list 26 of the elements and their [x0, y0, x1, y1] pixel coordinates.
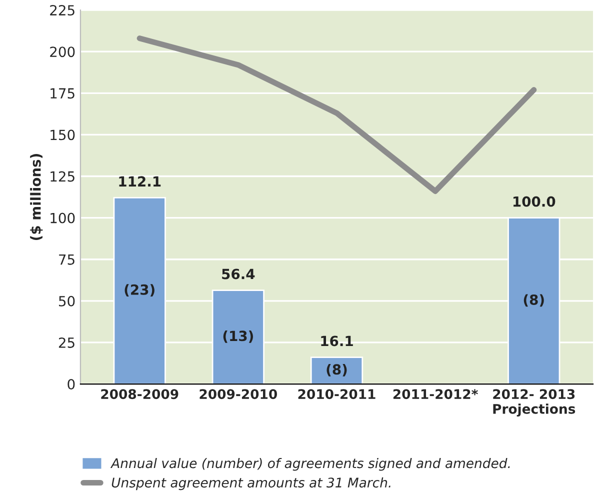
- y-tick-label: 175: [50, 88, 74, 99]
- x-tick-label: 2008-2009: [101, 389, 178, 400]
- x-tick-label: 2009-2010: [200, 389, 277, 400]
- annotation: (23): [124, 284, 154, 297]
- annotation: (8): [524, 294, 544, 307]
- legend-label: Annual value (number) of agreements signed and amended.: [110, 458, 510, 471]
- annotation: (13): [223, 330, 253, 343]
- x-tick-label: 2012- 2013 Projections: [493, 389, 576, 417]
- y-tick-label: 0: [68, 379, 75, 390]
- y-tick-label: 200: [50, 46, 75, 58]
- data-label: 16.1: [321, 336, 353, 346]
- y-tick-label: 75: [59, 254, 74, 265]
- y-tick-label: 225: [50, 5, 74, 16]
- y-axis-title: ($ millions): [30, 154, 43, 240]
- y-tick-label: 150: [50, 130, 75, 140]
- x-tick-label: 2010-2011: [298, 389, 376, 400]
- x-tick-label: 2011-2012*: [393, 389, 478, 400]
- y-tick-label: 50: [58, 296, 75, 306]
- y-tick-label: 25: [58, 337, 74, 348]
- data-label: 112.1: [119, 176, 161, 186]
- legend-label: Unspent agreement amounts at 31 March.: [112, 477, 390, 490]
- annotation: (8): [326, 364, 347, 376]
- y-tick-label: 100: [50, 212, 75, 224]
- data-label: 100.0: [513, 196, 556, 207]
- y-tick-label: 125: [50, 171, 74, 182]
- data-label: 56.4: [222, 268, 255, 280]
